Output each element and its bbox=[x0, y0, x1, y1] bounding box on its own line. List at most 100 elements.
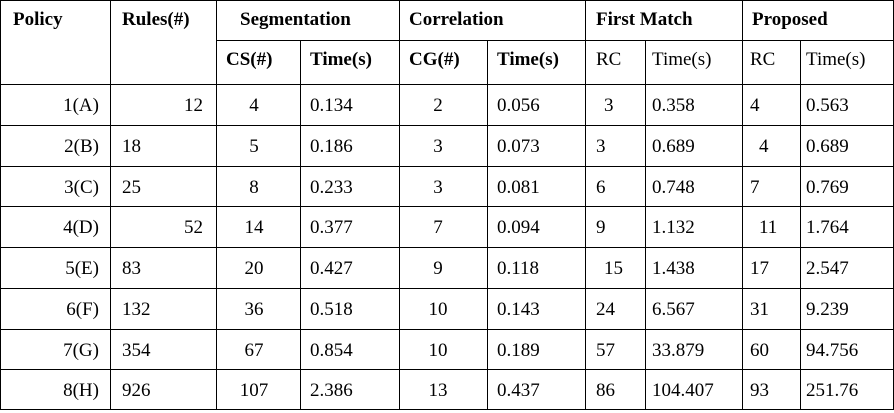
cell-cs: 8 bbox=[249, 176, 259, 198]
cell-fm-rc: 57 bbox=[596, 339, 615, 361]
cell-fm-rc: 3 bbox=[596, 135, 606, 157]
cell-cg: 2 bbox=[433, 95, 443, 116]
cell-policy: 4(D) bbox=[63, 217, 99, 239]
subheader-seg-time: Time(s) bbox=[310, 49, 372, 70]
cell-policy: 1(A) bbox=[63, 95, 99, 116]
cell-rules: 926 bbox=[122, 380, 151, 402]
cell-fm-rc: 3 bbox=[604, 95, 614, 116]
cell-fm-time: 0.689 bbox=[652, 135, 695, 157]
cell-seg-time: 0.427 bbox=[310, 258, 353, 279]
cell-cg: 9 bbox=[433, 258, 443, 279]
row-divider bbox=[0, 125, 894, 126]
subcolumn-divider bbox=[645, 40, 646, 410]
cell-pr-rc: 11 bbox=[759, 217, 778, 239]
cell-pr-time: 2.547 bbox=[806, 258, 849, 279]
cell-cor-time: 0.118 bbox=[497, 258, 540, 279]
cell-cs: 20 bbox=[244, 258, 264, 279]
cell-rules: 132 bbox=[122, 298, 151, 320]
cell-cor-time: 0.094 bbox=[497, 217, 540, 239]
cell-fm-time: 33.879 bbox=[652, 339, 705, 361]
cell-cor-time: 0.056 bbox=[497, 95, 540, 116]
subcolumn-divider bbox=[800, 40, 801, 410]
subheader-divider bbox=[216, 40, 893, 41]
column-divider bbox=[110, 0, 111, 410]
cell-fm-rc: 15 bbox=[604, 258, 623, 279]
column-divider bbox=[585, 0, 586, 410]
cell-cg: 7 bbox=[433, 217, 443, 239]
cell-cs: 107 bbox=[239, 380, 269, 402]
subheader-fm-rc: RC bbox=[596, 49, 622, 70]
cell-pr-rc: 31 bbox=[750, 298, 769, 320]
subheader-cor-time: Time(s) bbox=[497, 49, 559, 70]
cell-pr-time: 1.764 bbox=[806, 217, 849, 239]
cell-pr-rc: 17 bbox=[750, 258, 769, 279]
cell-fm-time: 0.358 bbox=[652, 95, 695, 116]
cell-fm-time: 0.748 bbox=[652, 176, 695, 198]
cell-pr-rc: 4 bbox=[750, 95, 760, 116]
row-divider bbox=[0, 369, 894, 370]
header-correlation: Correlation bbox=[409, 9, 504, 30]
cell-cor-time: 0.189 bbox=[497, 339, 540, 361]
table-top-border bbox=[0, 0, 894, 1]
cell-cs: 5 bbox=[249, 135, 259, 157]
cell-cor-time: 0.437 bbox=[497, 380, 540, 402]
header-policy: Policy bbox=[13, 9, 63, 30]
cell-policy: 6(F) bbox=[66, 298, 99, 320]
cell-policy: 8(H) bbox=[63, 380, 99, 402]
header-proposed: Proposed bbox=[752, 9, 828, 30]
cell-pr-rc: 4 bbox=[759, 135, 769, 157]
column-divider bbox=[742, 0, 743, 410]
cell-cs: 67 bbox=[244, 339, 264, 361]
header-bottom-border bbox=[0, 84, 894, 85]
row-divider bbox=[0, 288, 894, 289]
column-divider bbox=[0, 0, 1, 410]
cell-cs: 4 bbox=[249, 95, 259, 116]
cell-policy: 7(G) bbox=[63, 339, 99, 361]
cell-rules: 18 bbox=[122, 135, 141, 157]
cell-rules: 25 bbox=[122, 176, 141, 198]
cell-rules: 83 bbox=[122, 258, 141, 279]
cell-seg-time: 0.233 bbox=[310, 176, 353, 198]
cell-cs: 36 bbox=[244, 298, 264, 320]
header-rules: Rules(#) bbox=[122, 9, 190, 30]
cell-fm-time: 104.407 bbox=[652, 380, 714, 402]
subheader-cg: CG(#) bbox=[409, 49, 460, 70]
cell-fm-time: 1.132 bbox=[652, 217, 695, 239]
row-divider bbox=[0, 329, 894, 330]
cell-pr-rc: 7 bbox=[750, 176, 760, 198]
subheader-pr-time: Time(s) bbox=[806, 49, 866, 70]
cell-policy: 3(C) bbox=[64, 176, 99, 198]
cell-cor-time: 0.143 bbox=[497, 298, 540, 320]
subheader-fm-time: Time(s) bbox=[652, 49, 712, 70]
subcolumn-divider bbox=[300, 40, 301, 410]
subcolumn-divider bbox=[487, 40, 488, 410]
cell-pr-rc: 93 bbox=[750, 380, 769, 402]
cell-rules: 52 bbox=[184, 217, 203, 239]
cell-cg: 10 bbox=[428, 298, 448, 320]
cell-seg-time: 2.386 bbox=[310, 380, 353, 402]
cell-seg-time: 0.134 bbox=[310, 95, 353, 116]
cell-seg-time: 0.377 bbox=[310, 217, 353, 239]
header-segmentation: Segmentation bbox=[240, 9, 351, 30]
cell-seg-time: 0.854 bbox=[310, 339, 353, 361]
cell-cor-time: 0.073 bbox=[497, 135, 540, 157]
cell-cg: 3 bbox=[433, 135, 443, 157]
row-divider bbox=[0, 166, 894, 167]
row-divider bbox=[0, 247, 894, 248]
cell-pr-rc: 60 bbox=[750, 339, 769, 361]
cell-cg: 13 bbox=[428, 380, 448, 402]
cell-fm-time: 1.438 bbox=[652, 258, 695, 279]
row-divider bbox=[0, 409, 894, 410]
cell-fm-rc: 6 bbox=[596, 176, 606, 198]
cell-fm-rc: 24 bbox=[596, 298, 615, 320]
cell-rules: 12 bbox=[184, 95, 203, 116]
cell-cor-time: 0.081 bbox=[497, 176, 540, 198]
cell-fm-rc: 9 bbox=[596, 217, 606, 239]
subheader-cs: CS(#) bbox=[226, 49, 273, 70]
cell-policy: 5(E) bbox=[65, 258, 99, 279]
cell-pr-time: 9.239 bbox=[806, 298, 849, 320]
column-divider bbox=[216, 0, 217, 410]
cell-seg-time: 0.518 bbox=[310, 298, 353, 320]
header-first-match: First Match bbox=[596, 9, 693, 30]
cell-seg-time: 0.186 bbox=[310, 135, 353, 157]
